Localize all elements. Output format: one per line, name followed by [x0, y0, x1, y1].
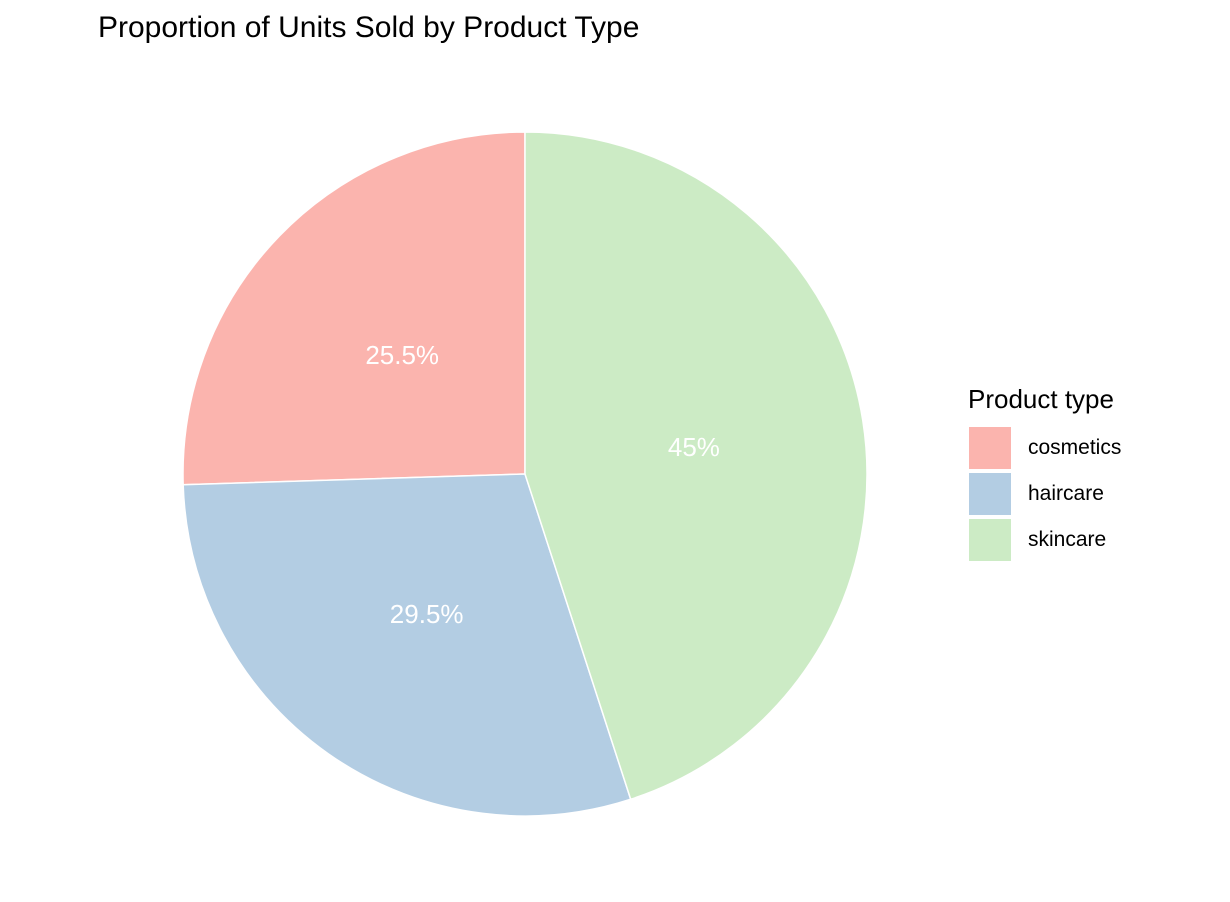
pie-labels: 25.5% 29.5% 45% — [365, 340, 720, 629]
pie-slice-skincare — [524, 131, 868, 801]
legend-item-haircare: haircare — [968, 471, 1121, 517]
chart-title: Proportion of Units Sold by Product Type — [98, 11, 640, 44]
pie-slices — [182, 131, 868, 817]
legend: Product type cosmetics haircare skincare — [968, 384, 1121, 563]
slice-label-haircare: 29.5% — [390, 599, 464, 629]
legend-label-cosmetics: cosmetics — [1028, 436, 1122, 459]
slice-label-skincare: 45% — [668, 432, 720, 462]
slice-label-cosmetics: 25.5% — [365, 340, 439, 370]
legend-title: Product type — [968, 384, 1114, 414]
legend-label-skincare: skincare — [1028, 528, 1107, 551]
legend-key-haircare — [968, 472, 1012, 516]
legend-item-cosmetics: cosmetics — [968, 425, 1121, 471]
legend-label-haircare: haircare — [1028, 482, 1104, 505]
legend-key-skincare — [968, 518, 1012, 562]
legend-item-skincare: skincare — [968, 517, 1121, 563]
legend-key-cosmetics — [968, 426, 1012, 470]
legend-items: cosmetics haircare skincare — [968, 425, 1121, 563]
pie-slice-haircare — [182, 473, 632, 817]
pie-slice-cosmetics — [182, 131, 526, 486]
